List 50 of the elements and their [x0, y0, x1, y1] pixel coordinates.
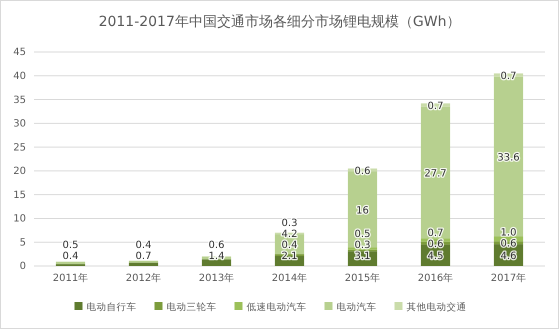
x-tick-label: 2014年	[272, 272, 308, 284]
x-tick-label: 2015年	[344, 272, 380, 284]
y-tick-label: 0	[20, 261, 26, 272]
data-label: 0.7	[428, 228, 444, 240]
data-label: 16	[356, 205, 369, 216]
legend-label: 电动汽车	[336, 301, 376, 313]
data-label: 0.4	[136, 240, 152, 251]
x-tick-label: 2012年	[126, 272, 162, 284]
bar	[128, 262, 158, 266]
data-label: 0.7	[136, 251, 152, 262]
x-tick-label: 2013年	[198, 272, 234, 284]
legend-label: 其他电动交通	[406, 301, 466, 313]
y-tick-label: 45	[13, 47, 26, 58]
data-label: 0.4	[62, 251, 78, 262]
data-label: 0.6	[428, 239, 444, 250]
data-label: 0.6	[208, 240, 224, 251]
y-tick-label: 10	[13, 214, 26, 225]
x-tick-label: 2017年	[490, 272, 526, 284]
data-label: 3.1	[354, 251, 370, 262]
legend-label: 低速电动汽车	[246, 301, 306, 313]
data-label: 0.6	[500, 238, 516, 250]
y-tick-label: 20	[13, 166, 26, 178]
data-label: 2.1	[282, 251, 298, 262]
data-label: 0.5	[62, 240, 78, 251]
data-label: 0.3	[354, 240, 370, 251]
data-label: 4.2	[282, 229, 298, 240]
data-label: 0.3	[282, 218, 298, 229]
y-tick-label: 25	[13, 142, 26, 154]
y-tick-label: 35	[13, 94, 26, 106]
y-tick-label: 30	[13, 118, 26, 130]
y-tick-label: 40	[13, 70, 26, 82]
data-label: 4.6	[500, 251, 516, 262]
x-tick-label: 2016年	[418, 272, 454, 284]
data-label: 33.6	[497, 152, 520, 164]
legend-label: 电动三轮车	[166, 301, 216, 313]
y-tick-label: 5	[20, 237, 26, 248]
bar	[56, 262, 86, 264]
data-label: 4.5	[428, 251, 444, 262]
bar	[202, 259, 232, 266]
y-tick-label: 15	[13, 190, 26, 201]
data-label: 1.0	[500, 228, 516, 239]
data-label: 0.4	[282, 240, 298, 251]
data-label: 0.6	[354, 166, 370, 177]
data-label: 0.7	[428, 101, 444, 112]
legend-label: 电动自行车	[86, 301, 136, 313]
data-label: 0.7	[500, 71, 516, 82]
data-label: 0.5	[354, 229, 370, 240]
x-tick-label: 2011年	[52, 272, 88, 284]
chart-title: 2011-2017年中国交通市场各细分市场锂电规模（GWh）	[98, 14, 460, 30]
data-label: 27.7	[424, 168, 447, 180]
